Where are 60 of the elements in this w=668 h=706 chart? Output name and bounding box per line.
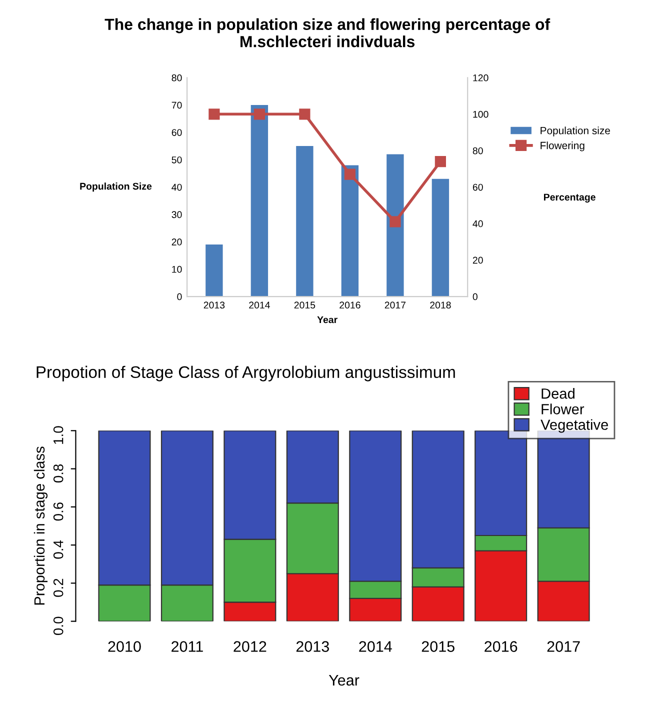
y-tick-label: 0.2 bbox=[53, 578, 64, 597]
x-tick-label: 2018 bbox=[430, 302, 451, 309]
y-tick-label: 40 bbox=[172, 184, 182, 191]
x-tick-label: 2015 bbox=[422, 641, 454, 652]
x-axis-title: Year bbox=[317, 316, 338, 324]
y-tick-label: 50 bbox=[172, 156, 182, 164]
y-tick-label: 20 bbox=[172, 238, 182, 246]
x-tick-label: 2016 bbox=[340, 302, 360, 309]
y2-tick-label: 0 bbox=[472, 293, 478, 300]
x-tick-label: 2016 bbox=[484, 641, 518, 652]
y2-tick-label: 20 bbox=[472, 256, 483, 264]
bar bbox=[206, 244, 223, 297]
y-tick-label: 0.6 bbox=[53, 502, 64, 521]
bar bbox=[432, 178, 450, 297]
chart-title: Propotion of Stage Class of Argyrolobium angustissimum bbox=[36, 366, 455, 382]
chart-title: The change in population size and flowering percentage of M.schlecteri indivduals bbox=[104, 18, 550, 48]
y-tick-label: 0.0 bbox=[53, 616, 64, 636]
x-axis-title: Year bbox=[328, 674, 360, 686]
y-axis-title: Population Size bbox=[80, 182, 152, 192]
point bbox=[390, 216, 401, 228]
point bbox=[344, 168, 356, 180]
x-tick-label: 2014 bbox=[359, 641, 392, 652]
bar bbox=[386, 154, 404, 297]
y2-tick-label: 60 bbox=[472, 184, 483, 191]
legend-label: Vegetative bbox=[540, 419, 608, 433]
y-tick-label: 0 bbox=[177, 293, 182, 300]
legend-label: Dead bbox=[542, 388, 574, 399]
bar bbox=[250, 105, 268, 297]
legend-label: Population size bbox=[540, 126, 610, 136]
x-tick-label: 2017 bbox=[384, 302, 406, 309]
point bbox=[208, 108, 220, 120]
y-axis-title: Proportion in stage class bbox=[34, 446, 48, 605]
y2-tick-label: 80 bbox=[472, 147, 483, 154]
point bbox=[254, 108, 265, 120]
bar bbox=[341, 165, 359, 297]
x-tick-label: 2012 bbox=[234, 641, 266, 652]
y-tick-label: 60 bbox=[172, 129, 182, 136]
y-tick-label: 70 bbox=[172, 102, 182, 109]
bar bbox=[296, 146, 314, 297]
y-tick-label: 10 bbox=[172, 266, 182, 273]
point bbox=[434, 156, 446, 168]
x-tick-label: 2017 bbox=[547, 641, 580, 652]
x-tick-label: 2015 bbox=[294, 302, 316, 309]
x-tick-label: 2013 bbox=[296, 641, 329, 652]
x-tick-label: 2011 bbox=[172, 641, 203, 652]
point bbox=[299, 108, 310, 120]
y2-tick-label: 100 bbox=[473, 110, 488, 118]
y2-tick-label: 120 bbox=[473, 74, 488, 82]
y2-tick-label: 40 bbox=[472, 220, 483, 228]
x-tick-label: 2014 bbox=[249, 302, 270, 309]
y-tick-label: 1.0 bbox=[53, 426, 64, 444]
legend-label: Flowering bbox=[540, 142, 584, 152]
x-tick-label: 2013 bbox=[204, 302, 225, 309]
y-tick-label: 30 bbox=[172, 211, 182, 218]
y2-axis-title: Percentage bbox=[544, 194, 596, 203]
x-tick-label: 2010 bbox=[108, 641, 141, 652]
legend-label: Flower bbox=[542, 404, 584, 414]
y-tick-label: 0.4 bbox=[53, 540, 64, 559]
y-tick-label: 80 bbox=[172, 74, 182, 82]
y-tick-label: 0.8 bbox=[53, 464, 64, 483]
